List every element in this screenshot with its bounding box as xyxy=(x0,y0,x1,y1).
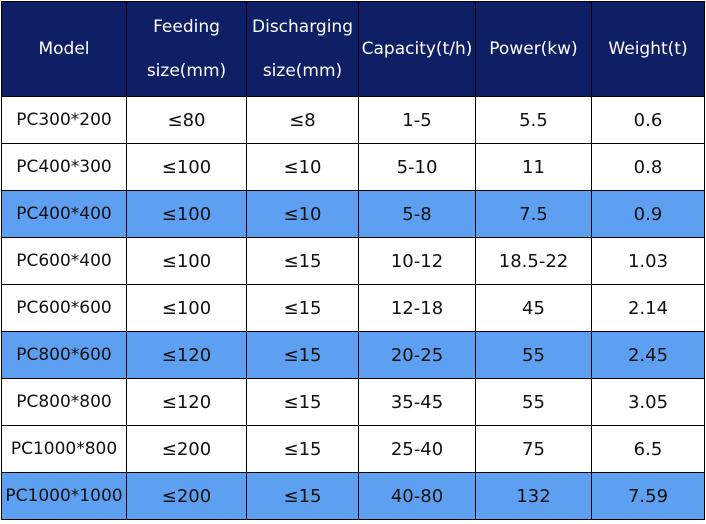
table-row: PC400*300 ≤100 ≤10 5-10 11 0.8 xyxy=(1,143,705,191)
cell-weight: 2.45 xyxy=(591,331,705,379)
cell-feeding-size: ≤80 xyxy=(126,96,247,144)
cell-weight: 7.59 xyxy=(591,472,705,520)
table-header-row: Model Feeding size(mm) Discharging size(mm… xyxy=(1,1,705,97)
cell-feeding-size: ≤100 xyxy=(126,143,247,191)
header-model: Model xyxy=(1,1,127,97)
table-row: PC300*200 ≤80 ≤8 1-5 5.5 0.6 xyxy=(1,96,705,144)
cell-capacity: 5-10 xyxy=(358,143,476,191)
cell-weight: 3.05 xyxy=(591,378,705,426)
cell-discharging-size: ≤15 xyxy=(246,284,359,332)
cell-weight: 0.6 xyxy=(591,96,705,144)
table-row: PC1000*800 ≤200 ≤15 25-40 75 6.5 xyxy=(1,425,705,473)
cell-weight: 0.9 xyxy=(591,190,705,238)
cell-power: 7.5 xyxy=(475,190,592,238)
cell-discharging-size: ≤10 xyxy=(246,143,359,191)
table-row: PC800*800 ≤120 ≤15 35-45 55 3.05 xyxy=(1,378,705,426)
cell-discharging-size: ≤15 xyxy=(246,237,359,285)
cell-weight: 2.14 xyxy=(591,284,705,332)
cell-discharging-size: ≤15 xyxy=(246,331,359,379)
header-feeding-size: Feeding size(mm) xyxy=(126,1,247,97)
cell-feeding-size: ≤100 xyxy=(126,284,247,332)
cell-model: PC1000*1000 xyxy=(1,472,127,520)
cell-feeding-size: ≤200 xyxy=(126,425,247,473)
cell-discharging-size: ≤15 xyxy=(246,472,359,520)
cell-power: 75 xyxy=(475,425,592,473)
cell-feeding-size: ≤120 xyxy=(126,331,247,379)
cell-weight: 1.03 xyxy=(591,237,705,285)
cell-model: PC300*200 xyxy=(1,96,127,144)
header-weight: Weight(t) xyxy=(591,1,705,97)
cell-power: 5.5 xyxy=(475,96,592,144)
cell-capacity: 40-80 xyxy=(358,472,476,520)
cell-capacity: 20-25 xyxy=(358,331,476,379)
cell-power: 132 xyxy=(475,472,592,520)
cell-weight: 6.5 xyxy=(591,425,705,473)
header-capacity: Capacity(t/h) xyxy=(358,1,476,97)
header-discharging-size: Discharging size(mm) xyxy=(246,1,359,97)
cell-discharging-size: ≤15 xyxy=(246,378,359,426)
table-row: PC600*400 ≤100 ≤15 10-12 18.5-22 1.03 xyxy=(1,237,705,285)
cell-weight: 0.8 xyxy=(591,143,705,191)
cell-power: 11 xyxy=(475,143,592,191)
table-row: PC600*600 ≤100 ≤15 12-18 45 2.14 xyxy=(1,284,705,332)
cell-discharging-size: ≤15 xyxy=(246,425,359,473)
cell-capacity: 5-8 xyxy=(358,190,476,238)
cell-model: PC600*400 xyxy=(1,237,127,285)
cell-model: PC400*300 xyxy=(1,143,127,191)
cell-feeding-size: ≤100 xyxy=(126,237,247,285)
cell-capacity: 12-18 xyxy=(358,284,476,332)
table-row: PC800*600 ≤120 ≤15 20-25 55 2.45 xyxy=(1,331,705,379)
cell-power: 18.5-22 xyxy=(475,237,592,285)
cell-model: PC800*600 xyxy=(1,331,127,379)
cell-feeding-size: ≤200 xyxy=(126,472,247,520)
cell-power: 55 xyxy=(475,331,592,379)
cell-model: PC1000*800 xyxy=(1,425,127,473)
cell-power: 55 xyxy=(475,378,592,426)
cell-feeding-size: ≤100 xyxy=(126,190,247,238)
cell-model: PC800*800 xyxy=(1,378,127,426)
table-row: PC1000*1000 ≤200 ≤15 40-80 132 7.59 xyxy=(1,472,705,520)
header-power: Power(kw) xyxy=(475,1,592,97)
cell-feeding-size: ≤120 xyxy=(126,378,247,426)
table-row: PC400*400 ≤100 ≤10 5-8 7.5 0.9 xyxy=(1,190,705,238)
cell-capacity: 10-12 xyxy=(358,237,476,285)
cell-model: PC600*600 xyxy=(1,284,127,332)
cell-discharging-size: ≤10 xyxy=(246,190,359,238)
cell-capacity: 25-40 xyxy=(358,425,476,473)
cell-capacity: 1-5 xyxy=(358,96,476,144)
cell-model: PC400*400 xyxy=(1,190,127,238)
cell-discharging-size: ≤8 xyxy=(246,96,359,144)
cell-capacity: 35-45 xyxy=(358,378,476,426)
cell-power: 45 xyxy=(475,284,592,332)
